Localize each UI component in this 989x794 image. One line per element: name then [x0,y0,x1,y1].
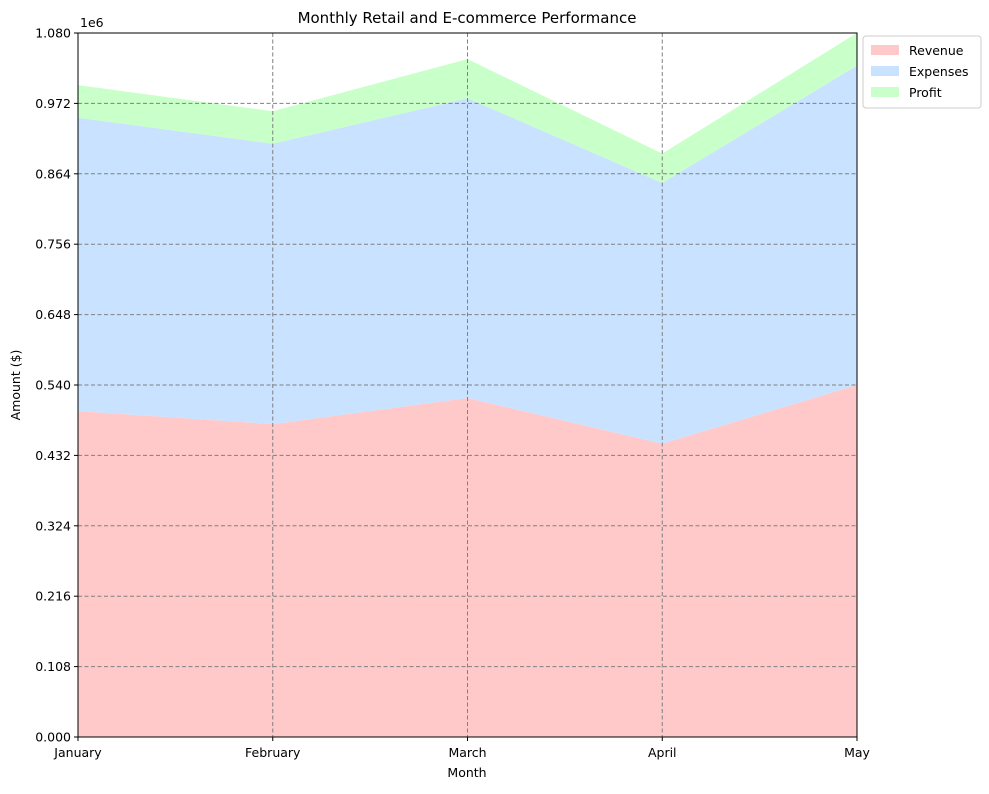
y-axis-label: Amount ($) [8,350,23,421]
x-tick-label-february: February [245,745,301,760]
x-tick-label-may: May [844,745,870,760]
y-tick-label-0: 0.000 [35,730,71,745]
y-tick-label-2: 0.216 [35,589,71,604]
y-tick-label-4: 0.432 [35,448,71,463]
y-tick-label-7: 0.756 [35,237,71,252]
x-tick-label-march: March [448,745,486,760]
legend-swatch-profit [871,87,899,97]
chart-title: Monthly Retail and E-commerce Performanc… [298,9,637,27]
x-axis-label: Month [447,765,486,780]
y-tick-label-10: 1.080 [35,26,71,41]
y-tick-label-3: 0.324 [35,518,71,533]
y-tick-label-9: 0.972 [35,96,71,111]
y-tick-label-1: 0.108 [35,659,71,674]
legend-swatch-revenue [871,45,899,55]
legend-swatch-expenses [871,66,899,76]
x-tick-label-january: January [53,745,102,760]
y-tick-label-8: 0.864 [35,166,71,181]
x-tick-label-april: April [648,745,677,760]
legend: Revenue Expenses Profit [863,36,981,108]
y-tick-label-6: 0.648 [35,307,71,322]
legend-label-profit: Profit [909,85,942,100]
legend-label-revenue: Revenue [909,43,964,58]
y-tick-label-5: 0.540 [35,378,71,393]
legend-label-expenses: Expenses [909,64,969,79]
y-offset-text: 1e6 [80,15,104,30]
